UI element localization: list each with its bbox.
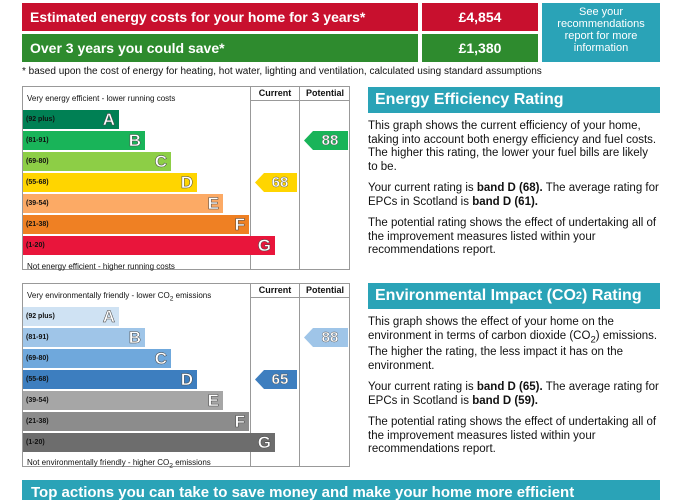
band-range-label: (55-68) xyxy=(26,179,49,186)
top-caption: Very energy efficient - lower running co… xyxy=(27,94,176,103)
band-range-label: (1-20) xyxy=(26,439,45,446)
potential-column-header: Potential xyxy=(305,88,344,98)
chart-divider xyxy=(299,284,300,466)
band-letter: B xyxy=(128,327,141,347)
band-letter: E xyxy=(207,390,219,410)
band-f: (21-38) F xyxy=(23,411,249,431)
chart-divider xyxy=(250,87,251,269)
energy-potential-note: The potential rating shows the effect of… xyxy=(368,217,657,256)
band-range-label: (69-80) xyxy=(26,158,49,165)
band-letter: F xyxy=(234,411,245,431)
top-actions-banner: Top actions you can take to save money a… xyxy=(22,480,660,500)
recommendations-link[interactable]: See your recommendations report for more… xyxy=(542,3,660,62)
band-range-label: (21-38) xyxy=(26,221,49,228)
band-letter: B xyxy=(128,130,141,150)
band-letter: E xyxy=(207,193,219,213)
band-a: (92 plus) A xyxy=(23,306,119,326)
top-caption: Very environmentally friendly - lower CO… xyxy=(27,291,212,303)
chart-header-divider xyxy=(251,297,349,298)
estimated-costs-label: Estimated energy costs for your home for… xyxy=(22,3,418,31)
bottom-caption: Not energy efficient - higher running co… xyxy=(27,262,175,271)
current-rating-arrow: 65 xyxy=(255,370,297,389)
environmental-impact-text: This graph shows the effect of your home… xyxy=(368,316,660,465)
band-letter: D xyxy=(180,172,193,192)
potential-savings-row: Over 3 years you could save* £1,380 xyxy=(22,34,538,62)
band-letter: G xyxy=(257,432,272,452)
potential-column-header: Potential xyxy=(305,285,344,295)
band-range-label: (21-38) xyxy=(26,418,49,425)
band-letter: A xyxy=(102,306,115,326)
bottom-caption: Not environmentally friendly - higher CO… xyxy=(27,458,211,470)
env-current-rating: Your current rating is band D (65). The … xyxy=(368,381,659,407)
energy-efficiency-heading: Energy Efficiency Rating xyxy=(368,87,660,113)
band-d: (55-68) D xyxy=(23,369,197,389)
band-letter: G xyxy=(257,235,272,255)
band-range-label: (39-54) xyxy=(26,397,49,404)
current-column-header: Current xyxy=(258,285,292,295)
band-c: (69-80) C xyxy=(23,348,171,368)
band-letter: A xyxy=(102,109,115,129)
estimated-costs-value: £4,854 xyxy=(422,3,538,31)
energy-efficiency-text: This graph shows the current efficiency … xyxy=(368,120,660,266)
potential-savings-label: Over 3 years you could save* xyxy=(22,34,418,62)
potential-rating-arrow: 88 xyxy=(304,131,348,150)
band-range-label: (81-91) xyxy=(26,334,49,341)
band-letter: C xyxy=(154,151,167,171)
band-range-label: (55-68) xyxy=(26,376,49,383)
band-g: (1-20) G xyxy=(23,235,275,255)
band-range-label: (92 plus) xyxy=(26,116,55,123)
band-b: (81-91) B xyxy=(23,130,145,150)
band-letter: D xyxy=(180,369,193,389)
energy-description: This graph shows the current efficiency … xyxy=(368,120,657,173)
band-letter: C xyxy=(154,348,167,368)
current-rating-arrow: 68 xyxy=(255,173,297,192)
band-range-label: (39-54) xyxy=(26,200,49,207)
band-f: (21-38) F xyxy=(23,214,249,234)
band-e: (39-54) E xyxy=(23,193,223,213)
band-a: (92 plus) A xyxy=(23,109,119,129)
energy-efficiency-chart: Current Potential Very energy efficient … xyxy=(22,86,350,271)
chart-divider xyxy=(250,284,251,466)
energy-current-rating: Your current rating is band D (68). The … xyxy=(368,182,659,208)
band-range-label: (81-91) xyxy=(26,137,49,144)
chart-divider xyxy=(299,87,300,269)
environmental-impact-chart: Current Potential Very environmentally f… xyxy=(22,283,350,470)
chart-header-divider xyxy=(251,100,349,101)
band-range-label: (92 plus) xyxy=(26,313,55,320)
band-letter: F xyxy=(234,214,245,234)
environmental-impact-heading: Environmental Impact (CO 2) Rating xyxy=(368,283,660,309)
band-d: (55-68) D xyxy=(23,172,197,192)
band-c: (69-80) C xyxy=(23,151,171,171)
band-b: (81-91) B xyxy=(23,327,145,347)
cost-footnote: * based upon the cost of energy for heat… xyxy=(22,66,542,77)
potential-savings-value: £1,380 xyxy=(422,34,538,62)
band-e: (39-54) E xyxy=(23,390,223,410)
env-potential-note: The potential rating shows the effect of… xyxy=(368,416,657,456)
estimated-costs-row: Estimated energy costs for your home for… xyxy=(22,3,538,31)
potential-rating-arrow: 88 xyxy=(304,328,348,347)
env-description: This graph shows the effect of your home… xyxy=(368,316,658,372)
band-range-label: (1-20) xyxy=(26,242,45,249)
band-g: (1-20) G xyxy=(23,432,275,452)
current-column-header: Current xyxy=(258,88,292,98)
band-range-label: (69-80) xyxy=(26,355,49,362)
